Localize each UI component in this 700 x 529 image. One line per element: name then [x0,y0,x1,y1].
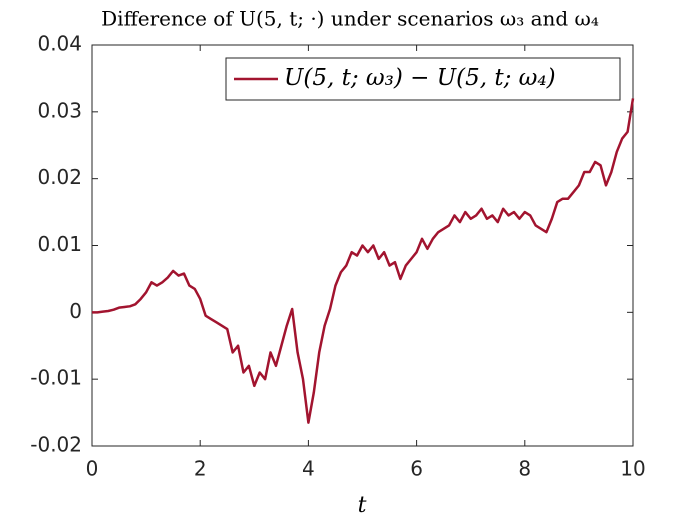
y-tick-label: -0.01 [30,366,82,390]
x-tick-label: 6 [410,457,423,481]
y-tick-label: 0.04 [37,32,82,56]
y-tick-label: 0 [69,299,82,323]
legend-box [225,57,621,101]
legend-label: U(5, t; ω₃) − U(5, t; ω₄) [284,65,556,91]
y-tick-label: 0.01 [37,232,82,256]
x-axis-label: t [358,493,367,518]
chart-title: Difference of U(5, t; ·) under scenarios… [101,7,599,31]
x-tick-label: 8 [518,457,531,481]
y-tick-label: -0.02 [30,433,82,457]
x-tick-label: 10 [620,457,645,481]
x-tick-label: 4 [302,457,315,481]
data-line [92,98,635,424]
y-tick-label: 0.03 [37,98,82,122]
y-tick-label: 0.02 [37,165,82,189]
x-tick-label: 0 [86,457,99,481]
x-tick-label: 2 [194,457,207,481]
